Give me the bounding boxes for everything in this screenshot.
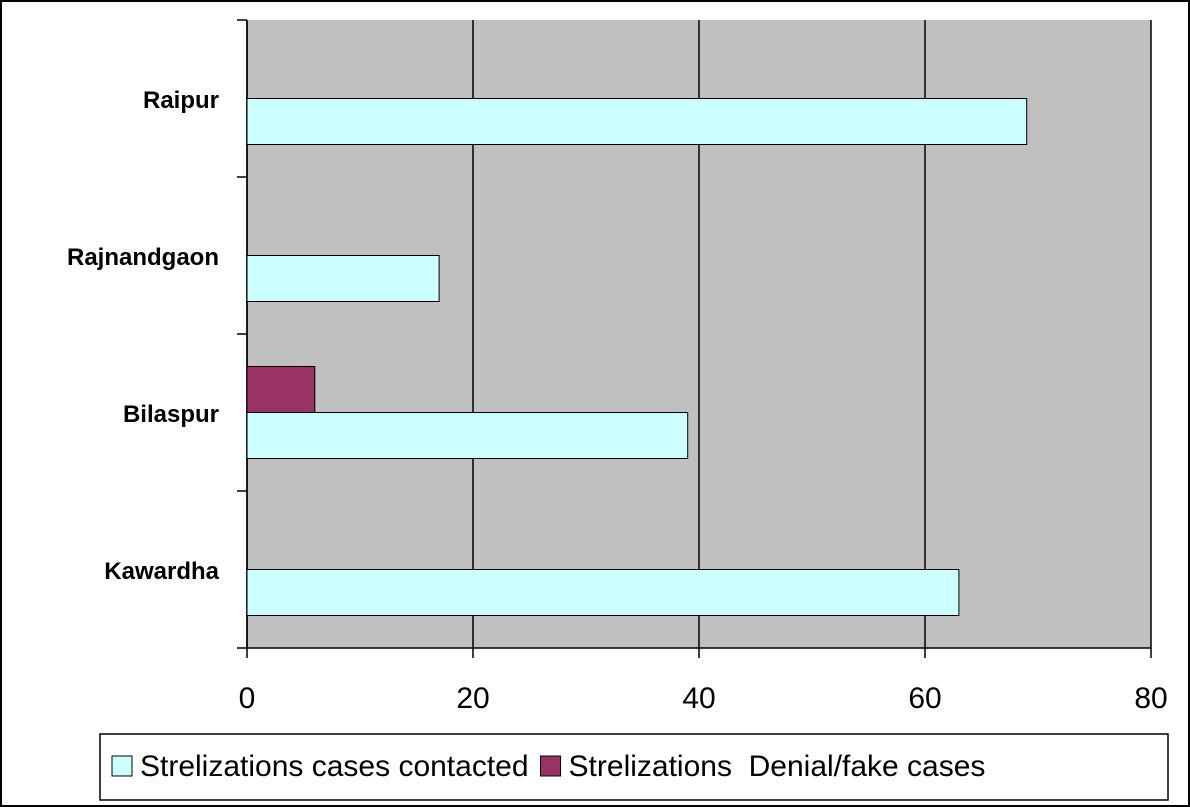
bar — [246, 366, 316, 413]
x-tick-label: 20 — [456, 682, 489, 715]
legend-swatch — [540, 755, 562, 777]
bar — [246, 569, 960, 616]
legend-swatch — [111, 755, 133, 777]
y-tick-label: Rajnandgaon — [67, 244, 219, 271]
bar — [246, 412, 689, 459]
x-tick-label: 60 — [908, 682, 941, 715]
bar — [246, 98, 1028, 145]
bar — [246, 255, 440, 302]
x-tick-label: 40 — [682, 682, 715, 715]
legend-box — [99, 733, 1169, 801]
legend-label: Strelizations Denial/fake cases — [569, 750, 986, 783]
y-tick-label: Bilaspur — [123, 401, 219, 428]
legend-label: Strelizations cases contacted — [140, 750, 529, 783]
y-tick-label: Raipur — [143, 87, 219, 114]
x-tick-label: 80 — [1134, 682, 1167, 715]
y-tick-label: Kawardha — [104, 558, 219, 585]
x-tick-label: 0 — [239, 682, 256, 715]
